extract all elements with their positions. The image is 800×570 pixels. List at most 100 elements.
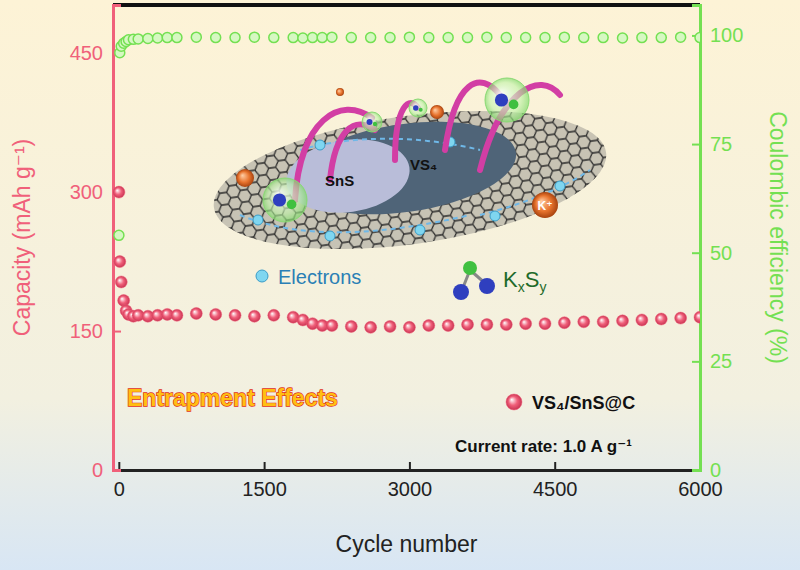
- chart: SnSVS₄K⁺ElectronsKxSy0150030004500600001…: [0, 0, 800, 570]
- tick: 0: [92, 459, 121, 481]
- efficiency-point: [317, 33, 327, 43]
- capacity-point: [442, 319, 454, 331]
- background: [0, 0, 800, 570]
- tick: 450: [70, 42, 121, 64]
- electron: [253, 215, 263, 225]
- tick-mark: [692, 144, 700, 146]
- capacity-point: [462, 319, 474, 331]
- k-atom: [373, 122, 377, 126]
- kxsy-label: KxSy: [503, 267, 546, 295]
- s-atom: [273, 193, 286, 206]
- tick: 100: [692, 24, 743, 46]
- k-atom: [419, 108, 423, 112]
- tick-label: 0: [710, 459, 721, 481]
- capacity-point: [520, 318, 532, 330]
- efficiency-point: [114, 230, 124, 240]
- efficiency-point: [424, 33, 434, 43]
- efficiency-point: [618, 33, 628, 43]
- efficiency-point: [133, 34, 143, 44]
- tick-mark: [692, 470, 700, 472]
- y2-axis-title: Coulombic efficiency (%): [765, 111, 791, 364]
- capacity-point: [500, 319, 512, 331]
- tick-label: 0: [114, 478, 125, 500]
- capacity-point: [539, 318, 551, 330]
- electrons-label: Electrons: [278, 266, 361, 288]
- efficiency-point: [269, 33, 279, 43]
- tick-label: 6000: [678, 478, 723, 500]
- tick: 3000: [388, 462, 433, 500]
- capacity-point: [114, 256, 126, 268]
- efficiency-point: [656, 33, 666, 43]
- capacity-point: [558, 317, 570, 329]
- potassium-ion: [532, 192, 558, 218]
- electron: [325, 231, 335, 241]
- efficiency-point: [191, 32, 201, 42]
- efficiency-point: [143, 33, 153, 43]
- tick-label: 50: [710, 242, 732, 264]
- efficiency-point: [230, 33, 240, 43]
- k-atom: [287, 200, 297, 210]
- efficiency-point: [346, 33, 356, 43]
- tick: 50: [692, 242, 732, 264]
- series: [114, 32, 700, 240]
- tick-label: 25: [710, 350, 732, 372]
- polysulfide-bubble: [263, 178, 307, 222]
- efficiency-point: [385, 33, 395, 43]
- tick-mark: [113, 470, 121, 472]
- efficiency-point: [501, 33, 511, 43]
- potassium-ion: [336, 88, 344, 96]
- efficiency-point: [598, 33, 608, 43]
- capacity-point: [655, 313, 667, 325]
- tick-mark: [409, 462, 411, 470]
- efficiency-point: [404, 32, 414, 42]
- efficiency-point: [521, 33, 531, 43]
- axis-line: [692, 6, 701, 471]
- tick: 25: [692, 350, 732, 372]
- tick: 1500: [242, 462, 287, 500]
- tick-mark: [264, 462, 266, 470]
- tick-label: 4500: [533, 478, 578, 500]
- legend-label: VS₄/SnS@C: [532, 393, 635, 413]
- series: [113, 186, 700, 333]
- tick-label: 3000: [388, 478, 433, 500]
- capacity-point: [345, 320, 357, 332]
- capacity-point: [384, 320, 396, 332]
- electron: [315, 140, 325, 150]
- electron: [490, 211, 500, 221]
- tick-label: 1500: [242, 478, 287, 500]
- axis-line: [114, 462, 701, 471]
- tick: 0: [692, 459, 721, 481]
- plot-frame: [113, 3, 700, 7]
- carbon-lattice: [200, 90, 620, 270]
- capacity-point: [403, 321, 415, 333]
- capacity-point: [597, 316, 609, 328]
- capacity-point: [578, 316, 590, 328]
- tick-label: 0: [92, 459, 103, 481]
- efficiency-point: [676, 32, 686, 42]
- tick-label: 100: [710, 24, 743, 46]
- capacity-point: [115, 276, 127, 288]
- efficiency-point: [327, 32, 337, 42]
- tick-mark: [692, 252, 700, 254]
- axis: 0 1500 3000 4500 6000: [114, 462, 723, 500]
- k-atom: [463, 261, 477, 275]
- s-atom: [453, 284, 469, 300]
- efficiency-point: [249, 32, 259, 42]
- capacity-point: [675, 312, 687, 324]
- capacity-point: [481, 319, 493, 331]
- entrapment-label: Entrapment Effects: [127, 385, 338, 411]
- sns-label: SnS: [325, 172, 354, 189]
- vs4-label: VS₄: [410, 156, 437, 173]
- capacity-point: [210, 308, 222, 320]
- capacity-point: [248, 310, 260, 322]
- efficiency-point: [443, 33, 453, 43]
- capacity-point: [694, 311, 700, 323]
- legend-marker: [506, 394, 522, 410]
- tick-label: 75: [710, 133, 732, 155]
- capacity-point: [171, 309, 183, 321]
- tick-mark: [113, 331, 121, 333]
- polysulfide-bubble: [409, 99, 427, 117]
- efficiency-point: [366, 33, 376, 43]
- capacity-point: [423, 319, 435, 331]
- tick: 150: [70, 320, 121, 342]
